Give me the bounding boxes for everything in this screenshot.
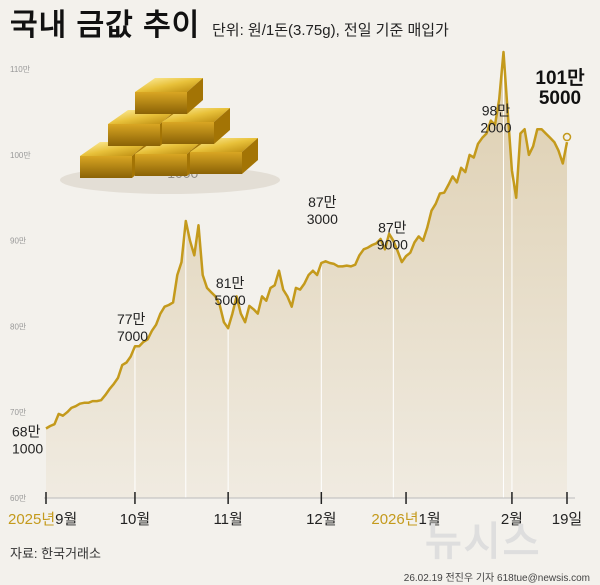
price-line	[45, 50, 569, 430]
page-title: 국내 금값 추이	[10, 9, 201, 42]
x-tick-label: 2월	[501, 511, 523, 528]
x-tick-year: 2026년	[371, 511, 418, 528]
data-label-remainder: 7000	[117, 328, 148, 344]
source-note: 자료: 한국거래소	[10, 546, 101, 561]
y-tick-label: 100만	[10, 151, 31, 160]
y-tick-label: 70만	[10, 408, 27, 417]
x-tick-month: 2월	[501, 511, 523, 528]
annotation-guides	[134, 52, 513, 498]
y-tick-label: 90만	[10, 237, 27, 246]
x-tick-label: 2026년1월	[371, 511, 440, 528]
data-label-value: 87만	[378, 220, 407, 236]
data-label-value: 87만	[308, 194, 337, 210]
data-label-value: 101만	[535, 67, 585, 89]
data-label-value: 98만	[482, 102, 511, 118]
unit-note: 단위: 원/1돈(3.75g), 전일 기준 매입가	[212, 22, 449, 39]
x-tick-month: 11월	[213, 511, 242, 528]
data-label-remainder: 3000	[307, 211, 338, 227]
x-tick-month: 9월	[55, 511, 77, 528]
credit-note: 26.02.19 전진우 기자 618tue@newsis.com	[403, 573, 590, 584]
data-label-remainder: 2000	[480, 119, 511, 135]
x-tick-label: 2025년9월	[8, 511, 77, 528]
x-tick-month: 10월	[120, 511, 151, 528]
x-axis-ticks: 2025년9월 10월 11월 12월 2026년1월 2월 19일	[8, 492, 582, 528]
data-label-remainder: 5000	[215, 292, 246, 308]
x-tick-year: 2025년	[8, 511, 55, 528]
x-tick-label: 11월	[213, 511, 242, 528]
y-tick-label: 60만	[10, 494, 27, 503]
data-label-remainder: 9000	[377, 237, 408, 253]
data-label-value: 81만	[216, 275, 245, 291]
x-tick-label: 12월	[306, 511, 337, 528]
y-tick-label: 110만	[10, 65, 31, 74]
y-axis-ticks: 60만 70만 80만 90만 100만 110만	[10, 65, 31, 503]
watermark: 뉴시스	[425, 520, 542, 564]
x-tick-label: 19일	[552, 511, 583, 528]
x-tick-month: 12월	[306, 511, 337, 528]
last-point-marker	[562, 132, 572, 142]
x-tick-month: 19일	[552, 511, 583, 528]
x-tick-month: 1월	[419, 511, 441, 528]
price-area	[46, 52, 567, 498]
y-tick-label: 80만	[10, 322, 27, 331]
data-label-value: 77만	[117, 311, 146, 327]
gold-bars-icon	[60, 78, 280, 194]
data-label-remainder: 1000	[12, 441, 43, 457]
x-tick-label: 10월	[120, 511, 151, 528]
data-label-remainder: 5000	[539, 88, 581, 109]
data-label-value: 68만	[12, 424, 41, 440]
